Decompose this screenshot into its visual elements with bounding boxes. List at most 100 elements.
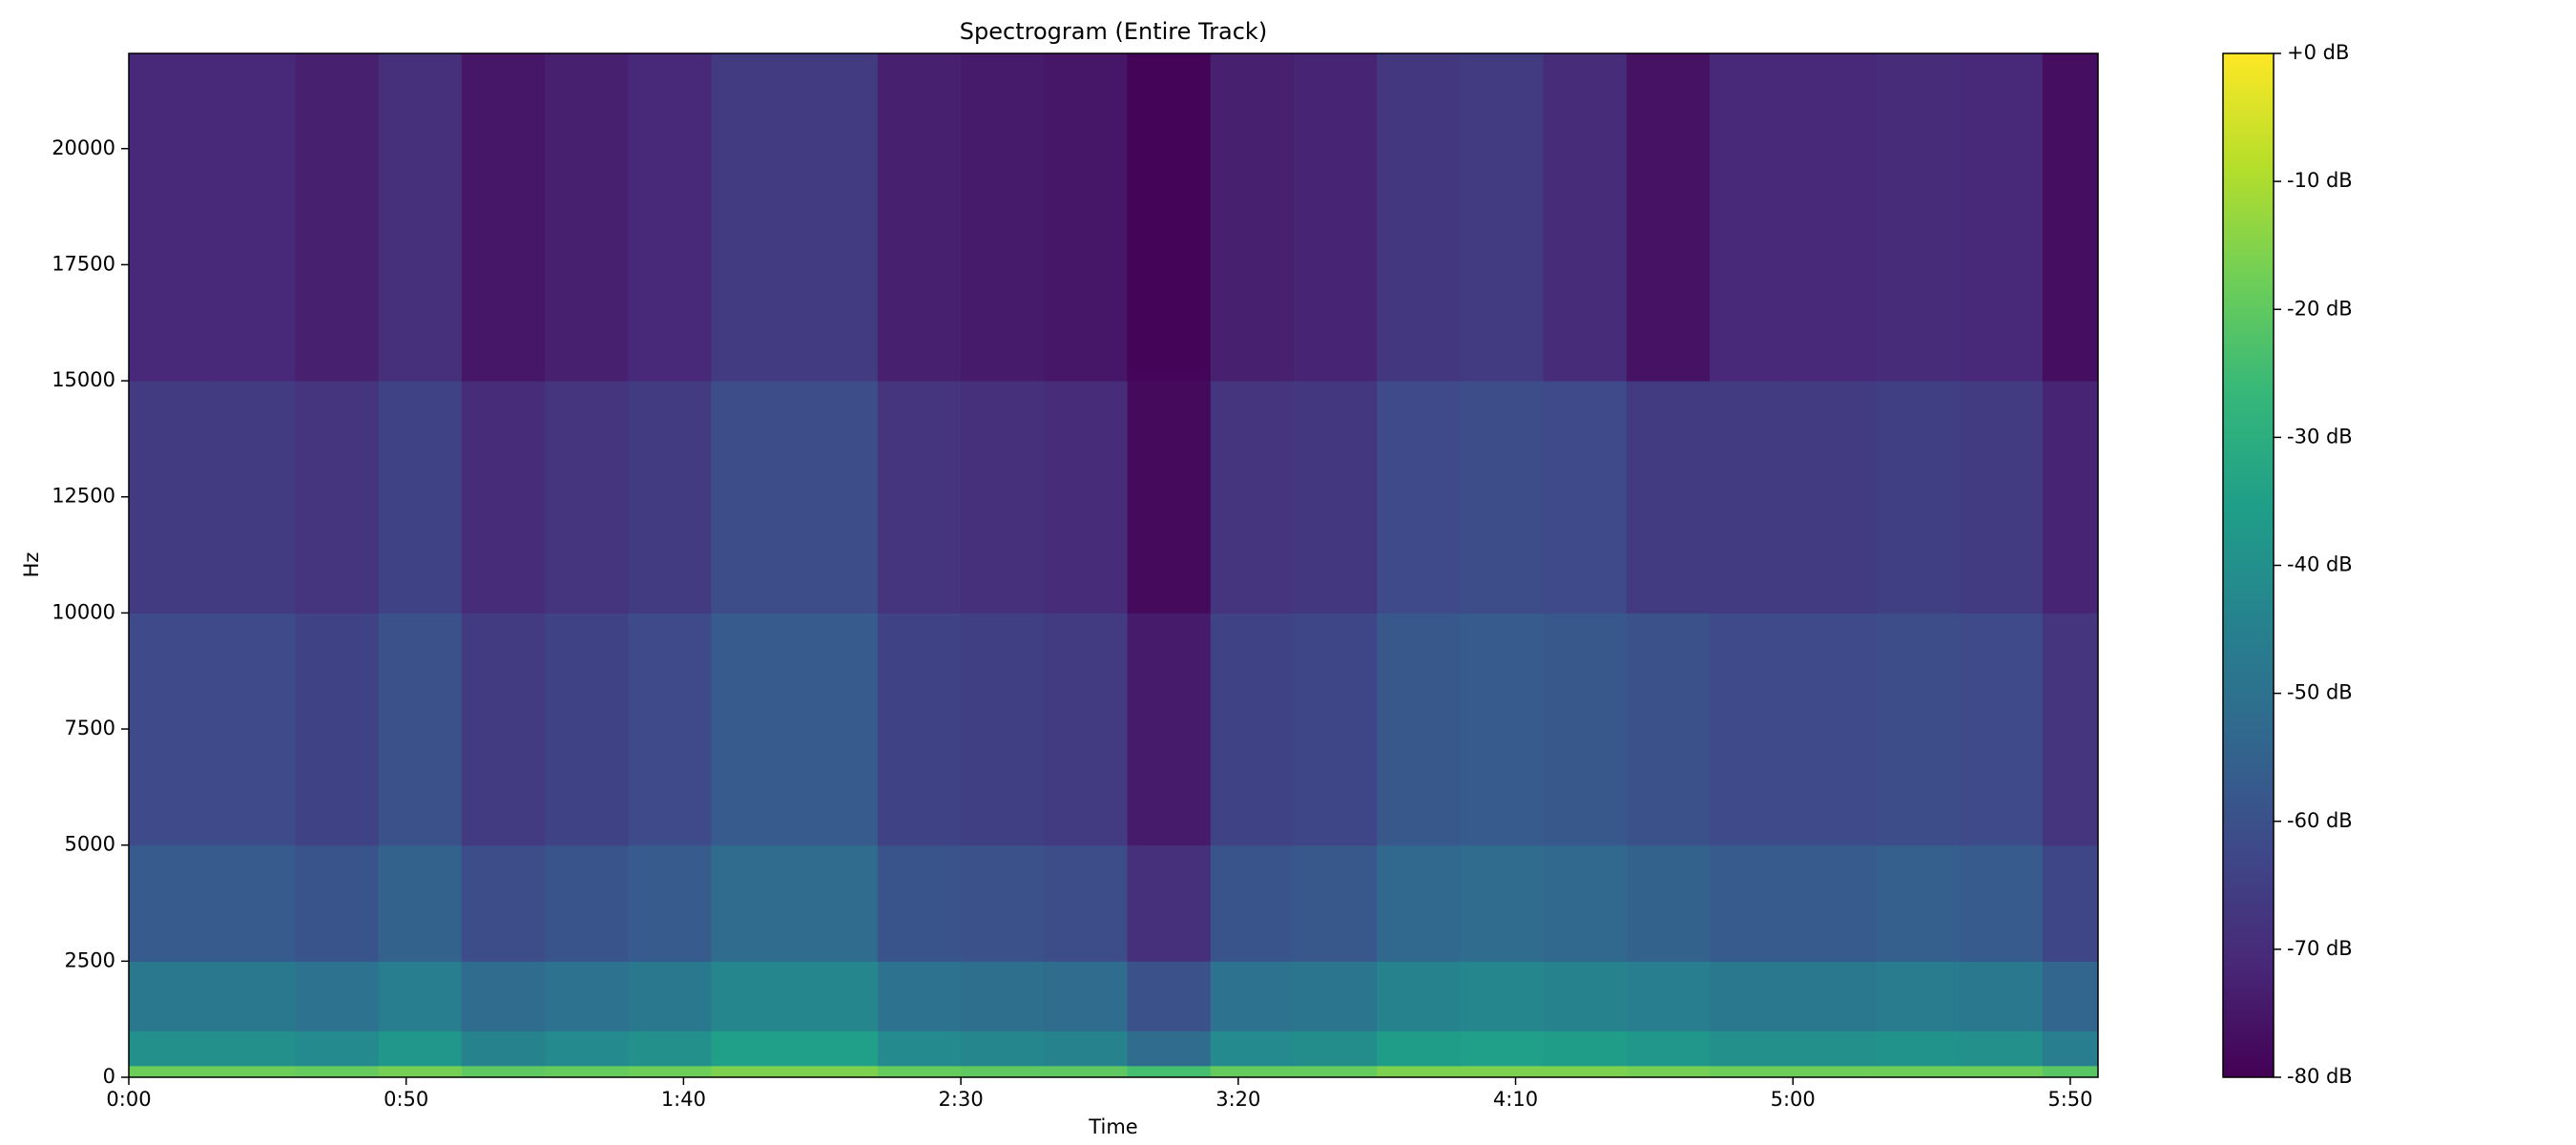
heatmap-cell: [1710, 53, 1794, 382]
heatmap-cell: [1044, 53, 1129, 382]
heatmap-cell: [1127, 381, 1212, 614]
heatmap-cell: [1127, 613, 1212, 846]
heatmap-cell: [1377, 961, 1461, 1031]
heatmap-cell: [461, 381, 546, 614]
heatmap-cell: [711, 381, 796, 614]
heatmap-cell: [212, 844, 296, 962]
heatmap-cell: [1793, 381, 1877, 614]
heatmap-cell: [711, 1065, 796, 1078]
heatmap-cell: [794, 613, 879, 846]
heatmap-cell: [1959, 844, 2044, 962]
heatmap-cell: [1044, 844, 1129, 962]
heatmap-cell: [378, 613, 463, 846]
y-tick-label: 17500: [52, 252, 115, 275]
heatmap-cell: [1127, 961, 1212, 1031]
heatmap-cell: [1127, 53, 1212, 382]
heatmap-cell: [2042, 961, 2099, 1031]
y-tick-label: 2500: [65, 948, 115, 971]
colorbar-tick-label: -50 dB: [2287, 681, 2353, 704]
y-tick-label: 12500: [52, 485, 115, 508]
heatmap-cell: [212, 381, 296, 614]
heatmap-cell: [794, 961, 879, 1031]
heatmap-cell: [1543, 381, 1628, 614]
heatmap-cell: [1543, 961, 1628, 1031]
heatmap-cell: [1793, 1030, 1877, 1067]
heatmap-cell: [1793, 53, 1877, 382]
heatmap-cell: [1044, 961, 1129, 1031]
heatmap-cell: [1876, 613, 1961, 846]
x-tick-label: 0:00: [106, 1088, 151, 1111]
heatmap-cell: [1044, 381, 1129, 614]
heatmap-cell: [1127, 1065, 1212, 1078]
heatmap-cell: [1626, 53, 1711, 382]
x-tick-label: 5:50: [2047, 1088, 2092, 1111]
heatmap-cell: [1626, 381, 1711, 614]
colorbar-tick-label: -20 dB: [2287, 297, 2353, 320]
heatmap-cell: [961, 381, 1045, 614]
heatmap-cell: [1710, 1030, 1794, 1067]
heatmap-cell: [2042, 53, 2099, 382]
heatmap-cell: [461, 1065, 546, 1078]
heatmap-cell: [877, 961, 962, 1031]
heatmap-cell: [1793, 844, 1877, 962]
heatmap-cell: [1293, 1030, 1378, 1067]
heatmap-cell: [1210, 613, 1295, 846]
heatmap-cell: [1710, 961, 1794, 1031]
heatmap-cell: [628, 1065, 712, 1078]
heatmap-cell: [212, 613, 296, 846]
heatmap-cell: [877, 1065, 962, 1078]
heatmap-cell: [877, 613, 962, 846]
colorbar-tick-label: +0 dB: [2287, 41, 2349, 64]
heatmap-cell: [628, 961, 712, 1031]
heatmap-cell: [1377, 381, 1461, 614]
heatmap-cell: [545, 844, 629, 962]
heatmap-cell: [1959, 381, 2044, 614]
heatmap-cell: [628, 613, 712, 846]
heatmap-cell: [2042, 613, 2099, 846]
heatmap-cell: [877, 381, 962, 614]
heatmap-cell: [1460, 1030, 1545, 1067]
heatmap-cell: [1626, 1065, 1711, 1078]
heatmap-cell: [1293, 961, 1378, 1031]
heatmap-cell: [1876, 381, 1961, 614]
heatmap-cell: [1876, 1065, 1961, 1078]
heatmap-cell: [1793, 1065, 1877, 1078]
y-tick-label: 10000: [52, 600, 115, 623]
heatmap-cell: [794, 381, 879, 614]
heatmap-cell: [1210, 1030, 1295, 1067]
heatmap-cell: [711, 1030, 796, 1067]
heatmap-cell: [1460, 961, 1545, 1031]
heatmap-cell: [961, 53, 1045, 382]
colorbar-tick-label: -60 dB: [2287, 809, 2353, 832]
heatmap-cell: [129, 613, 213, 846]
heatmap-cell: [212, 1065, 296, 1078]
heatmap-cell: [711, 961, 796, 1031]
heatmap-cell: [961, 1065, 1045, 1078]
heatmap-cell: [1959, 53, 2044, 382]
heatmap-cell: [545, 1065, 629, 1078]
heatmap-cell: [1044, 613, 1129, 846]
heatmap-cell: [711, 844, 796, 962]
heatmap-cell: [129, 844, 213, 962]
heatmap-cell: [628, 53, 712, 382]
heatmap-cell: [1127, 844, 1212, 962]
heatmap-cell: [1543, 1030, 1628, 1067]
colorbar-tick-label: -70 dB: [2287, 937, 2353, 960]
heatmap-cell: [1210, 844, 1295, 962]
heatmap-cell: [212, 961, 296, 1031]
heatmap-cell: [1626, 613, 1711, 846]
heatmap-cell: [1377, 1065, 1461, 1078]
heatmap-cell: [1626, 961, 1711, 1031]
heatmap-cell: [628, 844, 712, 962]
heatmap-cell: [378, 961, 463, 1031]
heatmap-cell: [1710, 613, 1794, 846]
heatmap-cell: [1127, 1030, 1212, 1067]
heatmap-cell: [1210, 53, 1295, 382]
heatmap-cell: [1626, 844, 1711, 962]
heatmap-cell: [1293, 1065, 1378, 1078]
heatmap-cell: [1710, 381, 1794, 614]
heatmap-cell: [794, 53, 879, 382]
heatmap-cell: [212, 1030, 296, 1067]
heatmap-cell: [1876, 53, 1961, 382]
